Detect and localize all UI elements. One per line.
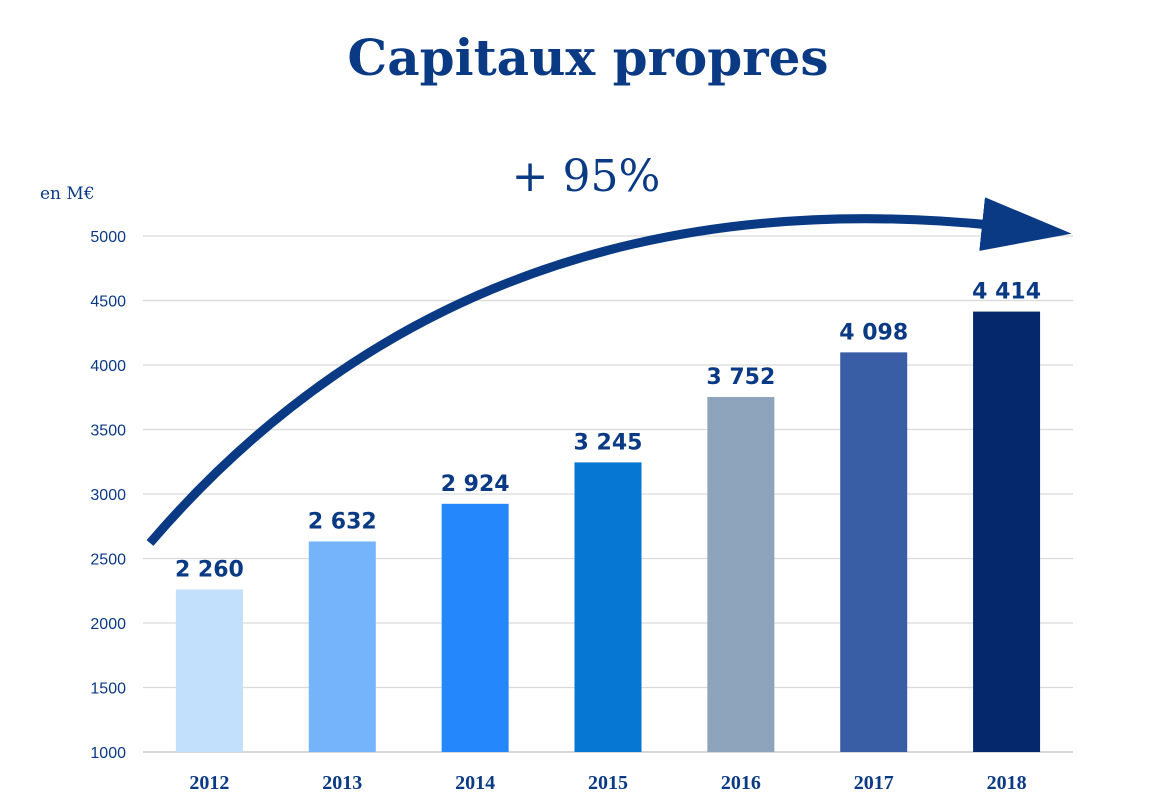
data-label-2018: 4 414 xyxy=(972,280,1041,305)
y-tick-label: 4000 xyxy=(90,358,126,375)
y-tick-label: 1500 xyxy=(90,681,126,698)
data-label-2014: 2 924 xyxy=(441,472,510,497)
y-tick-label: 2500 xyxy=(90,552,126,569)
x-tick-label-2014: 2014 xyxy=(455,772,495,794)
y-axis-unit-label: en M€ xyxy=(40,184,95,204)
data-labels: 2 260 2 632 2 924 3 245 3 752 4 098 4 414 xyxy=(175,280,1041,583)
y-tick-label: 5000 xyxy=(90,229,126,246)
y-tick-label: 3500 xyxy=(90,423,126,440)
x-axis-ticks: 2012 2013 2014 2015 2016 2017 2018 xyxy=(189,772,1026,794)
data-label-2016: 3 752 xyxy=(706,365,775,390)
bars xyxy=(175,311,1041,752)
bar-2014 xyxy=(441,503,509,752)
data-label-2017: 4 098 xyxy=(839,320,908,345)
growth-annotation: + 95% xyxy=(512,151,661,202)
y-tick-label: 3000 xyxy=(90,487,126,504)
y-tick-label: 4500 xyxy=(90,294,126,311)
x-tick-label-2012: 2012 xyxy=(189,772,229,794)
x-tick-label-2013: 2013 xyxy=(322,772,362,794)
bar-2015 xyxy=(574,462,642,752)
data-label-2012: 2 260 xyxy=(175,557,244,582)
data-label-2013: 2 632 xyxy=(308,509,377,534)
growth-arrow xyxy=(146,197,1072,546)
data-label-2015: 3 245 xyxy=(574,430,643,455)
x-tick-label-2017: 2017 xyxy=(854,772,894,794)
x-tick-label-2018: 2018 xyxy=(987,772,1027,794)
bar-2012 xyxy=(175,589,243,752)
y-tick-label: 2000 xyxy=(90,616,126,633)
bar-2013 xyxy=(308,541,376,752)
bar-2016 xyxy=(707,396,775,752)
y-tick-label: 1000 xyxy=(90,745,126,762)
chart-title: Capitaux propres xyxy=(347,28,828,87)
bar-2018 xyxy=(973,311,1041,752)
x-tick-label-2015: 2015 xyxy=(588,772,628,794)
y-axis-ticks: 1000 1500 2000 2500 3000 3500 4000 4500 5000 xyxy=(90,229,126,762)
bar-2017 xyxy=(840,352,908,752)
x-tick-label-2016: 2016 xyxy=(721,772,761,794)
